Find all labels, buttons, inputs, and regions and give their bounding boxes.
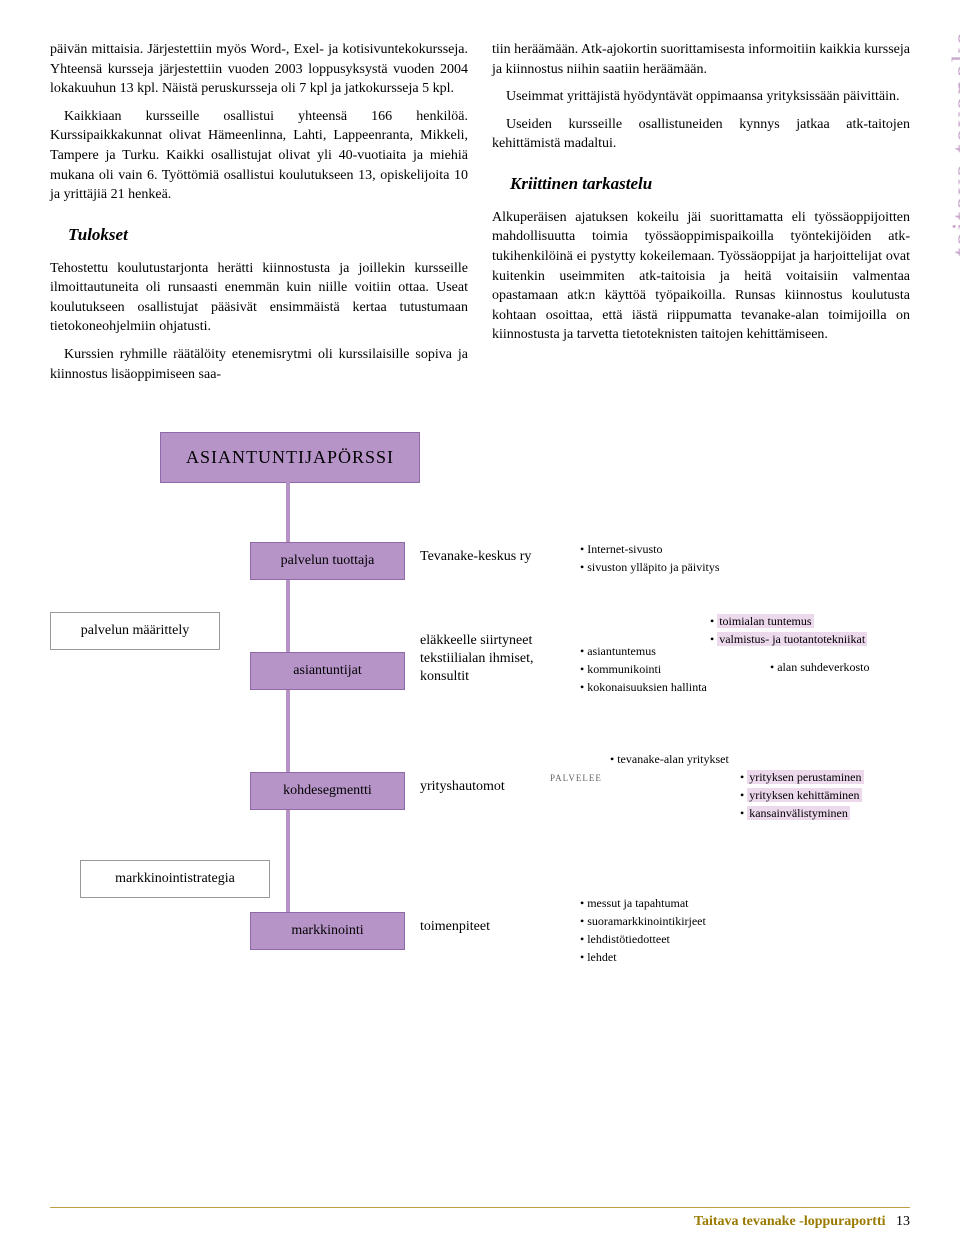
bullets-row2a: asiantuntemus kommunikointi kokonaisuuks… <box>580 642 707 696</box>
left-box-strategia: markkinointistrategia <box>80 860 270 898</box>
bullets-row1: Internet-sivusto sivuston ylläpito ja pä… <box>580 540 720 576</box>
bullet-hl: • valmistus- ja tuotantotekniikat <box>710 630 867 648</box>
footer-rule <box>50 1207 910 1208</box>
box-palvelun-tuottaja: palvelun tuottaja <box>250 542 405 580</box>
box-asiantuntijat: asiantuntijat <box>250 652 405 690</box>
bullets-row3top: tevanake-alan yritykset <box>610 750 729 768</box>
para: Tehostettu koulutustarjonta herätti kiin… <box>50 259 468 337</box>
para: Kurssien ryhmille räätälöity etenemisryt… <box>50 345 468 384</box>
bullet: kokonaisuuksien hallinta <box>580 678 707 696</box>
flow-diagram: ASIANTUNTIJAPÖRSSI palvelun määrittely m… <box>50 432 910 972</box>
heading-tulokset: Tulokset <box>68 223 468 247</box>
bullet-hl: • yrityksen perustaminen <box>740 768 864 786</box>
para: Kaikkiaan kursseille osallistui yhteensä… <box>50 107 468 205</box>
main-box: ASIANTUNTIJAPÖRSSI <box>160 432 420 483</box>
bullet: asiantuntemus <box>580 642 707 660</box>
box-kohdesegmentti: kohdesegmentti <box>250 772 405 810</box>
bullets-row4: messut ja tapahtumat suoramarkkinointiki… <box>580 894 706 966</box>
bullet: sivuston ylläpito ja päivitys <box>580 558 720 576</box>
para: tiin heräämään. Atk-ajokortin suorittami… <box>492 40 910 79</box>
bullet-hl: • toimialan tuntemus <box>710 612 867 630</box>
bullet-hl: • yrityksen kehittäminen <box>740 786 864 804</box>
page-footer: Taitava tevanake -loppuraportti 13 <box>694 1212 910 1232</box>
text-tevanake: Tevanake-keskus ry <box>420 548 531 566</box>
para: Useimmat yrittäjistä hyödyntävät oppimaa… <box>492 87 910 107</box>
bullets-row2b: • toimialan tuntemus • valmistus- ja tuo… <box>710 612 867 648</box>
body-text-columns: päivän mittaisia. Järjestettiin myös Wor… <box>50 40 910 392</box>
bullet: tevanake-alan yritykset <box>610 750 729 768</box>
page-number: 13 <box>896 1214 910 1229</box>
label-palvelee: PALVELEE <box>550 772 602 785</box>
left-column: päivän mittaisia. Järjestettiin myös Wor… <box>50 40 468 392</box>
bullet: messut ja tapahtumat <box>580 894 706 912</box>
bullet: suoramarkkinointikirjeet <box>580 912 706 930</box>
text-toimenpiteet: toimenpiteet <box>420 918 490 936</box>
para: Alkuperäisen ajatuksen kokeilu jäi suori… <box>492 208 910 345</box>
right-column: tiin heräämään. Atk-ajokortin suorittami… <box>492 40 910 392</box>
bullet: Internet-sivusto <box>580 540 720 558</box>
box-markkinointi: markkinointi <box>250 912 405 950</box>
footer-title: Taitava tevanake -loppuraportti <box>694 1214 886 1229</box>
text-yrityshautomot: yrityshautomot <box>420 778 505 796</box>
left-box-maarittely: palvelun määrittely <box>50 612 220 650</box>
bullets-row2c: alan suhdeverkosto <box>770 658 870 676</box>
text-elakkeelle: eläkkeelle siirtyneet tekstiilialan ihmi… <box>420 632 570 687</box>
bullets-row3hl: • yrityksen perustaminen • yrityksen keh… <box>740 768 864 822</box>
bullet: lehdet <box>580 948 706 966</box>
bullet-hl: • kansainvälistyminen <box>740 804 864 822</box>
bullet: alan suhdeverkosto <box>770 658 870 676</box>
para: päivän mittaisia. Järjestettiin myös Wor… <box>50 40 468 99</box>
bullet: lehdistötiedotteet <box>580 930 706 948</box>
heading-kriittinen: Kriittinen tarkastelu <box>510 172 910 196</box>
para: Useiden kursseille osallistuneiden kynny… <box>492 115 910 154</box>
side-watermark: taitava tevanake <box>942 30 960 256</box>
bullet: kommunikointi <box>580 660 707 678</box>
